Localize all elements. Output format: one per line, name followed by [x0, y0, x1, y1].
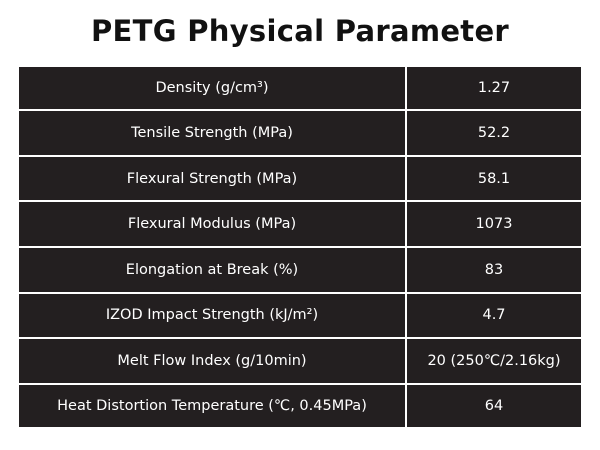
- parameter-value: 64: [405, 382, 581, 427]
- table-row: IZOD Impact Strength (kJ/m²) 4.7: [19, 291, 581, 340]
- parameter-value: 52.2: [405, 109, 581, 157]
- table-row: Density (g/cm³) 1.27: [19, 67, 581, 112]
- parameter-name: Melt Flow Index (g/10min): [19, 337, 407, 385]
- table-row: Flexural Modulus (MPa) 1073: [19, 200, 581, 248]
- table-body: Density (g/cm³) 1.27 Tensile Strength (MPa…: [19, 67, 581, 427]
- parameter-value: 58.1: [405, 154, 581, 203]
- parameter-value: 83: [405, 245, 581, 294]
- parameter-name: Flexural Strength (MPa): [19, 154, 407, 203]
- parameter-value: 1073: [405, 200, 581, 248]
- table-row: Heat Distortion Temperature (℃, 0.45MPa)…: [19, 382, 581, 427]
- parameter-value: 20 (250℃/2.16kg): [405, 337, 581, 385]
- parameter-table: Density (g/cm³) 1.27 Tensile Strength (MPa…: [19, 67, 581, 427]
- title: PETG Physical Parameter: [90, 14, 510, 48]
- parameter-name: IZOD Impact Strength (kJ/m²): [19, 291, 407, 340]
- parameter-name: Elongation at Break (%): [19, 245, 407, 294]
- table-row: Flexural Strength (MPa) 58.1: [19, 154, 581, 203]
- table-row: Tensile Strength (MPa) 52.2: [19, 109, 581, 157]
- parameter-name: Heat Distortion Temperature (℃, 0.45MPa): [19, 382, 407, 427]
- table-row: Melt Flow Index (g/10min) 20 (250℃/2.16kg…: [19, 337, 581, 385]
- parameter-name: Flexural Modulus (MPa): [19, 200, 407, 248]
- parameter-name: Density (g/cm³): [19, 67, 407, 112]
- table-row: Elongation at Break (%) 83: [19, 245, 581, 294]
- parameter-name: Tensile Strength (MPa): [19, 109, 407, 157]
- parameter-value: 4.7: [405, 291, 581, 340]
- parameter-value: 1.27: [405, 67, 581, 112]
